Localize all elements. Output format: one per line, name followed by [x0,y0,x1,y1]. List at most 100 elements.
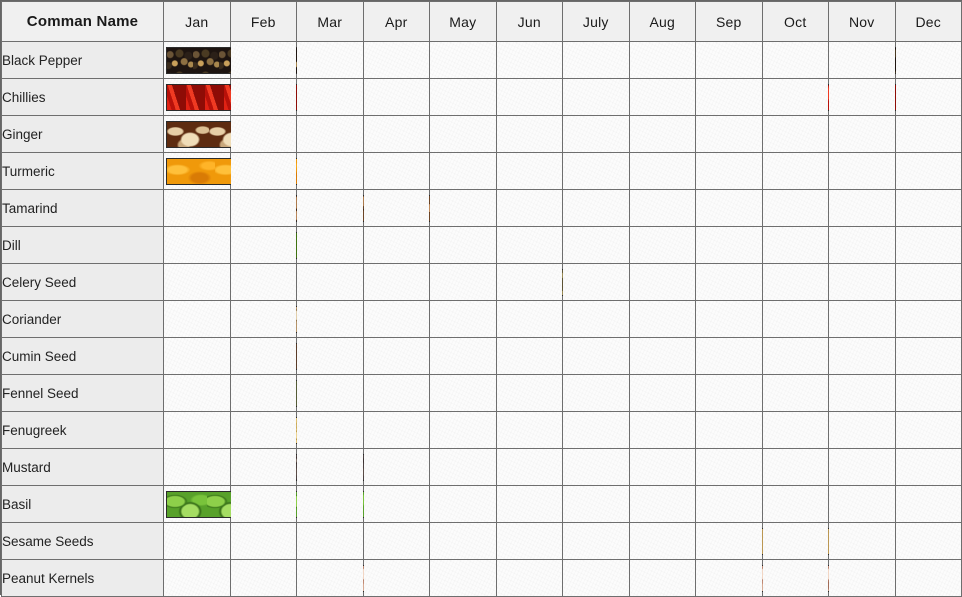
cell-mustard-apr [362,448,430,486]
column-header-month-aug: Aug [628,1,696,42]
cell-sesame-seeds-apr [362,522,430,560]
cell-celery-seed-jun [495,263,563,301]
cell-turmeric-dec [894,152,962,190]
cell-ginger-mar [296,115,364,153]
table-row: Tamarind [1,189,962,227]
cell-chillies-aug [628,78,696,116]
cell-turmeric-jan [163,152,362,190]
cell-fennel-seed-feb [229,374,297,412]
cell-fennel-seed-may [429,374,497,412]
cell-ginger-oct [761,115,829,153]
calendar-header: Comman Name Jan Feb Mar Apr May Jun July Aug Sep… [1,1,962,42]
cell-fennel-seed-dec [894,374,962,412]
cell-black-pepper-oct [761,41,829,79]
cell-dill-apr [362,226,430,264]
cell-mustard-dec [894,448,962,486]
cell-celery-seed-aug [628,263,696,301]
cell-sesame-seeds-nov [828,522,896,560]
cell-ginger-may [429,115,497,153]
table-row: Peanut Kernels [1,559,962,597]
cell-ginger-nov [828,115,896,153]
table-row: Mustard [1,448,962,486]
column-header-month-july: July [562,1,630,42]
cell-tamarind-mar [296,189,364,227]
cell-cumin-seed-feb [229,337,297,375]
cell-basil-mar [296,485,364,523]
cell-celery-seed-may [429,263,497,301]
cell-fennel-seed-july [562,374,630,412]
cell-mustard-aug [628,448,696,486]
cell-mustard-jun [495,448,563,486]
table-row: Chillies [1,78,962,116]
cell-black-pepper-sep [695,41,763,79]
cell-basil-oct [761,485,829,523]
calendar-body: Black Pepper Chillies Ginger Turmeric Tamari… [1,41,962,597]
row-label-peanut-kernels: Peanut Kernels [1,559,164,597]
cell-chillies-oct [761,78,829,116]
cell-black-pepper-aug [628,41,696,79]
row-label-mustard: Mustard [1,448,164,486]
cell-coriander-feb [229,300,297,338]
cell-peanut-kernels-oct [761,559,829,597]
cell-peanut-kernels-nov [828,559,896,597]
cell-basil-apr [362,485,430,523]
cell-fenugreek-may [429,411,497,449]
cell-fennel-seed-aug [628,374,696,412]
cell-coriander-may [429,300,497,338]
cell-fennel-seed-jun [495,374,563,412]
cell-dill-mar [296,226,364,264]
column-header-month-may: May [429,1,497,42]
cell-sesame-seeds-jun [495,522,563,560]
row-label-celery-seed: Celery Seed [1,263,164,301]
row-label-cumin-seed: Cumin Seed [1,337,164,375]
cell-cumin-seed-jun [495,337,563,375]
cell-coriander-nov [828,300,896,338]
cell-turmeric-oct [761,152,829,190]
cell-dill-aug [628,226,696,264]
cell-turmeric-feb [229,152,297,190]
cell-dill-oct [761,226,829,264]
cell-celery-seed-apr [362,263,430,301]
table-row: Fenugreek [1,411,962,449]
cell-turmeric-nov [828,152,896,190]
row-label-dill: Dill [1,226,164,264]
table-row: Cumin Seed [1,337,962,375]
cell-turmeric-jun [495,152,563,190]
cell-coriander-aug [628,300,696,338]
cell-dill-feb [229,226,297,264]
cell-dill-jun [495,226,563,264]
cell-tamarind-feb [229,189,297,227]
cell-fenugreek-sep [695,411,763,449]
cell-turmeric-aug [628,152,696,190]
cell-chillies-jun [495,78,563,116]
cell-fennel-seed-oct [761,374,829,412]
cell-peanut-kernels-apr [362,559,430,597]
cell-basil-jun [495,485,563,523]
cell-tamarind-july [562,189,630,227]
cell-celery-seed-jan [163,263,628,301]
cell-black-pepper-dec [894,41,962,79]
cell-fenugreek-jan [163,411,362,449]
row-label-tamarind: Tamarind [1,189,164,227]
cell-mustard-mar [296,448,364,486]
cell-coriander-sep [695,300,763,338]
table-row: Sesame Seeds [1,522,962,560]
cell-chillies-dec [894,78,962,116]
cell-sesame-seeds-july [562,522,630,560]
column-header-month-jan: Jan [163,1,231,42]
cell-peanut-kernels-mar [296,559,364,597]
cell-chillies-jan [163,78,960,116]
cell-fennel-seed-sep [695,374,763,412]
cell-sesame-seeds-aug [628,522,696,560]
cell-mustard-feb [229,448,297,486]
table-row: Fennel Seed [1,374,962,412]
column-header-name: Comman Name [1,1,164,42]
cell-black-pepper-jan [163,41,960,79]
cell-ginger-jan [163,115,960,153]
cell-coriander-july [562,300,630,338]
cell-mustard-july [562,448,630,486]
column-header-month-mar: Mar [296,1,364,42]
row-label-coriander: Coriander [1,300,164,338]
cell-chillies-sep [695,78,763,116]
